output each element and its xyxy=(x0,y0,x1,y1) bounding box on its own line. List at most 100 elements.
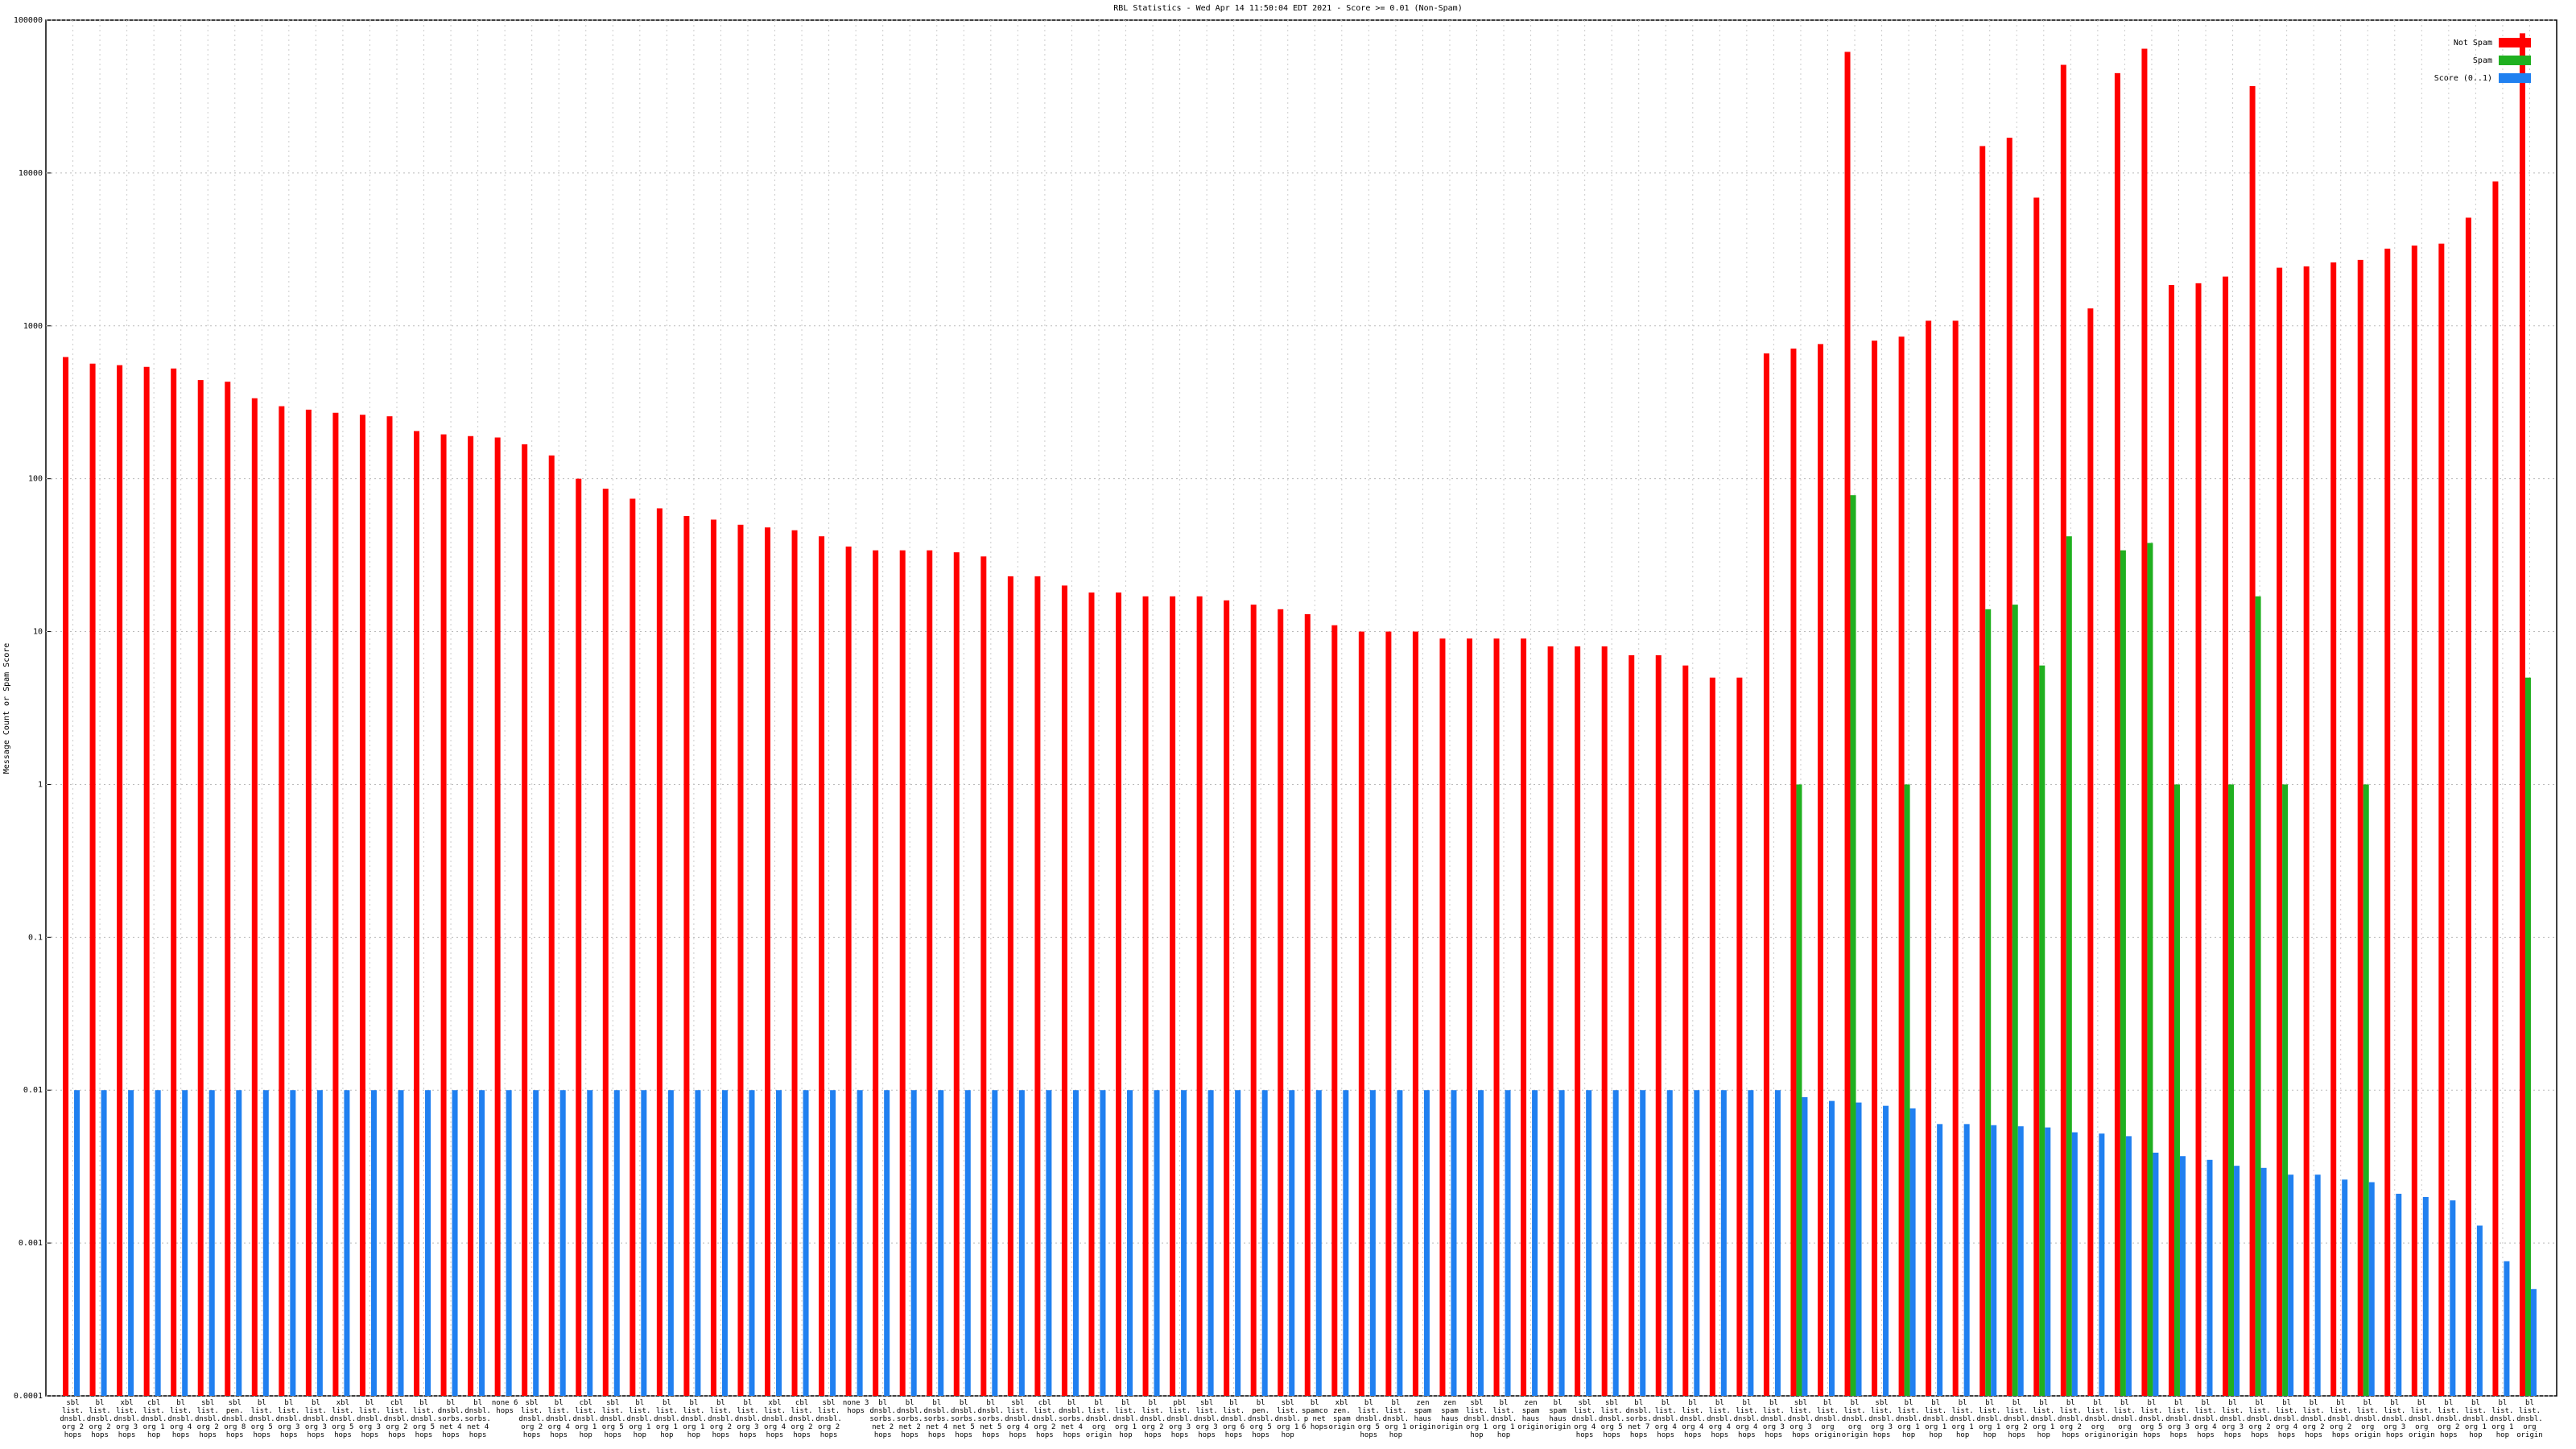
bar xyxy=(386,416,393,1396)
x-tick-label: bl list. dnsbl. org 4 hops xyxy=(1707,1399,1733,1439)
bar xyxy=(279,406,285,1396)
x-tick-label: bl list. dnsbl. org 3 hops xyxy=(275,1399,303,1439)
bar xyxy=(953,552,960,1397)
bar xyxy=(479,1090,485,1396)
bar xyxy=(2174,784,2180,1396)
x-tick-label: bl list. dnsbl. org 2 hops xyxy=(1139,1399,1166,1439)
bar xyxy=(1100,1090,1106,1396)
bar xyxy=(262,1090,269,1396)
x-tick-label: cbl list. dnsbl. org 2 hops xyxy=(788,1399,815,1439)
x-tick-label: bl dnsbl. sorbs. net 5 hops xyxy=(977,1399,1005,1439)
bar xyxy=(1709,677,1715,1396)
x-tick-label: zen spam haus origin xyxy=(1410,1399,1436,1431)
bar xyxy=(1547,646,1554,1396)
bar xyxy=(440,434,447,1397)
bar xyxy=(128,1090,134,1396)
bar xyxy=(1369,1090,1376,1396)
bar xyxy=(359,415,365,1397)
bar xyxy=(845,546,852,1396)
y-tick-label: 10 xyxy=(33,628,43,637)
x-tick-label: bl list. dnsbl. org 2 hops xyxy=(86,1399,114,1439)
x-tick-label: bl list. dnsbl. org 2 hops xyxy=(2435,1399,2462,1439)
bar xyxy=(1127,1090,1133,1396)
bar xyxy=(2288,1174,2294,1396)
bar xyxy=(2330,262,2337,1396)
x-tick-label: sbl list. dnsbl. org 2 hops xyxy=(815,1399,842,1439)
bar xyxy=(1909,1108,1916,1396)
bar xyxy=(2282,784,2289,1396)
x-tick-label: bl list. dnsbl. org 1 hop xyxy=(626,1399,654,1439)
legend-swatch xyxy=(2499,73,2531,83)
x-tick-label: bl dnsbl. sorbs. net 2 hops xyxy=(896,1399,923,1439)
bar xyxy=(2450,1200,2456,1396)
x-tick-label: bl dnsbl. sorbs. net 4 hops xyxy=(437,1399,464,1439)
x-tick-label: bl list. dnsbl. org 2 hops xyxy=(2058,1399,2084,1439)
bar xyxy=(1844,52,1851,1397)
x-tick-label: bl list. dnsbl. org 4 hops xyxy=(2273,1399,2300,1439)
x-tick-label: sbl list. dnsbl. org 5 hops xyxy=(600,1399,626,1439)
bar xyxy=(1817,344,1823,1397)
bar xyxy=(1979,146,1986,1396)
bar xyxy=(494,437,501,1396)
x-tick-label: bl list. dnsbl. org 3 hops xyxy=(2165,1399,2192,1439)
bar xyxy=(1629,654,1635,1396)
x-tick-label: bl list. dnsbl. org 1 hop xyxy=(2462,1399,2489,1439)
bar xyxy=(1116,592,1122,1396)
bar xyxy=(765,527,771,1396)
bar xyxy=(2363,784,2369,1396)
x-tick-label: bl list. dnsbl. org 1 hop xyxy=(2030,1399,2058,1439)
bar xyxy=(1763,353,1769,1396)
bar xyxy=(2099,1133,2105,1396)
bar xyxy=(899,550,906,1397)
x-tick-label: zen spam haus origin xyxy=(1517,1399,1544,1431)
x-tick-label: sbl list. dnsbl. org 4 hops xyxy=(1571,1399,1598,1439)
bar xyxy=(2277,267,2283,1397)
y-tick-label: 0.1 xyxy=(28,933,43,942)
bar xyxy=(1072,1090,1079,1396)
bar xyxy=(1343,1090,1349,1396)
y-tick-label: 100 xyxy=(28,475,43,484)
bar xyxy=(425,1090,431,1396)
plot-frame xyxy=(45,19,2557,1397)
bar xyxy=(819,536,825,1396)
bar xyxy=(1558,1090,1565,1396)
bar xyxy=(1142,596,1149,1396)
x-tick-label: bl list. dnsbl. org 2 hops xyxy=(2003,1399,2030,1439)
y-tick-label: 100000 xyxy=(14,16,43,25)
bar xyxy=(1937,1124,1943,1396)
bar xyxy=(1796,784,1802,1396)
bar xyxy=(910,1090,917,1396)
x-tick-label: bl list. dnsbl. org 5 hops xyxy=(249,1399,275,1439)
legend-label: Spam xyxy=(2473,56,2492,65)
x-tick-label: none 3 hops xyxy=(842,1399,869,1415)
bar xyxy=(2087,308,2094,1396)
bar xyxy=(1018,1090,1025,1396)
bar xyxy=(576,478,582,1396)
bar xyxy=(251,398,258,1396)
bar xyxy=(1278,609,1284,1396)
bar xyxy=(1898,336,1905,1397)
legend-swatch xyxy=(2499,38,2531,47)
bar xyxy=(197,380,204,1396)
x-tick-label: bl dnsbl. sorbs. net 5 hops xyxy=(951,1399,977,1439)
legend-swatch xyxy=(2499,56,2531,65)
x-tick-label: bl list. dnsbl. org 4 hops xyxy=(1679,1399,1707,1439)
x-tick-label: sbl list. dnsbl. org 5 hops xyxy=(1598,1399,1625,1439)
x-tick-label: bl list. dnsbl. org 1 hop xyxy=(1490,1399,1517,1439)
bar xyxy=(1235,1090,1241,1396)
bar xyxy=(332,412,339,1396)
x-tick-label: bl list. dnsbl. org 3 hops xyxy=(2219,1399,2246,1439)
bar xyxy=(452,1090,458,1396)
x-tick-label: sbl list. dnsbl. org 4 hops xyxy=(1005,1399,1031,1439)
bar xyxy=(2396,1193,2402,1396)
bar xyxy=(1505,1090,1511,1396)
x-tick-label: bl list. dnsbl. org 3 hops xyxy=(357,1399,383,1439)
bar xyxy=(1208,1090,1214,1396)
bar xyxy=(208,1090,215,1396)
bar xyxy=(1397,1090,1403,1396)
x-tick-label: bl list. dnsbl. org 3 hops xyxy=(303,1399,329,1439)
bar xyxy=(117,365,123,1397)
bar xyxy=(2492,181,2499,1396)
bar xyxy=(2012,605,2018,1396)
bar xyxy=(1412,631,1418,1396)
